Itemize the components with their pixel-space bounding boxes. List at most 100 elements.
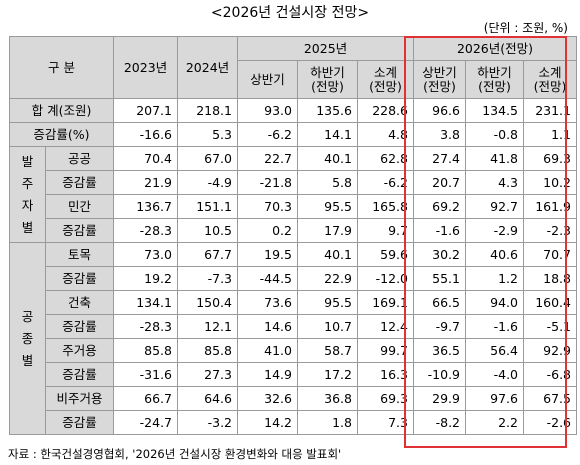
table-cell: 0.2 — [237, 218, 298, 243]
table-cell: 169.1 — [357, 290, 414, 315]
table-cell: 7.3 — [357, 410, 414, 435]
table-cell: 17.2 — [297, 362, 358, 387]
row-label: 민간 — [45, 194, 114, 219]
row-label: 주거용 — [45, 338, 114, 363]
table-cell: -2.3 — [523, 218, 577, 243]
table-row: 주거용 85.8 85.8 41.0 58.7 99.7 36.5 56.4 92.9 — [10, 338, 577, 363]
table-cell: 5.8 — [297, 170, 358, 195]
table-cell: 41.8 — [465, 146, 524, 171]
row-label: 합 계(조원) — [9, 98, 114, 123]
table-row: 증감률 -28.3 12.1 14.6 10.7 12.4 -9.7 -1.6 -5.1 — [10, 314, 577, 339]
table-cell: -5.1 — [523, 314, 577, 339]
table-cell: 40.1 — [297, 146, 358, 171]
table-cell: 73.0 — [113, 242, 178, 267]
table-cell: 36.8 — [297, 386, 358, 411]
header-2026-h1-l1: 상반기 — [422, 64, 457, 80]
table-cell: 41.0 — [237, 338, 298, 363]
unit-note: (단위 : 조원, %) — [483, 21, 568, 35]
row-label: 건축 — [45, 290, 114, 315]
table-cell: 151.1 — [177, 194, 238, 219]
table-cell: 59.6 — [357, 242, 414, 267]
header-2025-total: 소계 (전망) — [357, 60, 414, 99]
table-cell: -6.2 — [237, 122, 298, 147]
header-2026-h2: 하반기 (전망) — [465, 60, 524, 99]
source-note: 자료 : 한국건설경영협회, '2026년 건설시장 환경변화와 대응 발표회' — [8, 447, 342, 461]
table-cell: 95.5 — [297, 290, 358, 315]
table-cell: 69.2 — [413, 194, 466, 219]
header-2025-h2: 하반기 (전망) — [297, 60, 358, 99]
table-cell: 66.7 — [113, 386, 178, 411]
table-cell: 4.8 — [357, 122, 414, 147]
table-cell: 32.6 — [237, 386, 298, 411]
row-label: 증감률 — [45, 266, 114, 291]
table-cell: 134.1 — [113, 290, 178, 315]
table-cell: 17.9 — [297, 218, 358, 243]
group-label-order: 발주자별 — [9, 146, 46, 243]
table-cell: 19.5 — [237, 242, 298, 267]
table-cell: 16.3 — [357, 362, 414, 387]
table-cell: 70.7 — [523, 242, 577, 267]
row-label: 증감률 — [45, 410, 114, 435]
table-cell: 69.3 — [523, 146, 577, 171]
header-2025-h2-l2: (전망) — [311, 78, 344, 94]
table-cell: 165.8 — [357, 194, 414, 219]
table-cell: 97.6 — [465, 386, 524, 411]
table-cell: -0.8 — [465, 122, 524, 147]
table-row: 공종별 토목 73.0 67.7 19.5 40.1 59.6 30.2 40.6 70.7 — [9, 242, 577, 435]
table-cell: 30.2 — [413, 242, 466, 267]
table-cell: 3.8 — [413, 122, 466, 147]
table-cell: -2.6 — [523, 410, 577, 435]
header-2025-h1: 상반기 — [237, 60, 298, 99]
table-cell: 1.8 — [297, 410, 358, 435]
table-cell: -31.6 — [113, 362, 178, 387]
table-cell: 5.3 — [177, 122, 238, 147]
table-cell: 67.5 — [523, 386, 577, 411]
table-cell: 10.2 — [523, 170, 577, 195]
table-cell: 14.6 — [237, 314, 298, 339]
table-cell: 62.8 — [357, 146, 414, 171]
header-row-2: 상반기 하반기 (전망) 소계 (전망) 상반기 (전망) 하반기 (전망) 소… — [10, 60, 577, 99]
table-cell: 70.3 — [237, 194, 298, 219]
header-category: 구 분 — [9, 36, 114, 99]
table-cell: 36.5 — [413, 338, 466, 363]
table-cell: -4.9 — [177, 170, 238, 195]
table-cell: 99.7 — [357, 338, 414, 363]
table-cell: -3.2 — [177, 410, 238, 435]
table-cell: -24.7 — [113, 410, 178, 435]
table-cell: -1.6 — [413, 218, 466, 243]
table-cell: 64.6 — [177, 386, 238, 411]
table-cell: 93.0 — [237, 98, 298, 123]
row-label: 공공 — [45, 146, 114, 171]
group-label-text: 공종별 — [21, 308, 34, 368]
table-cell: 22.7 — [237, 146, 298, 171]
table-row: 발주자별 공공 70.4 67.0 22.7 40.1 62.8 27.4 41.8 69.3 — [9, 146, 577, 243]
table-cell: 231.1 — [523, 98, 577, 123]
header-2026-h2-l2: (전망) — [478, 78, 511, 94]
table-cell: 67.0 — [177, 146, 238, 171]
table-cell: 4.3 — [465, 170, 524, 195]
table-cell: -28.3 — [113, 218, 178, 243]
table-cell: -9.7 — [413, 314, 466, 339]
table-row: 증감률 -31.6 27.3 14.9 17.2 16.3 -10.9 -4.0 -6.8 — [10, 362, 577, 387]
header-2025-total-l2: (전망) — [369, 78, 402, 94]
header-2026-h1-l2: (전망) — [423, 78, 456, 94]
table-cell: -16.6 — [113, 122, 178, 147]
header-2026-total: 소계 (전망) — [523, 60, 577, 99]
table-cell: 161.9 — [523, 194, 577, 219]
table-cell: 22.9 — [297, 266, 358, 291]
table-row: 민간 136.7 151.1 70.3 95.5 165.8 69.2 92.7 161.9 — [10, 194, 577, 219]
table-cell: 85.8 — [177, 338, 238, 363]
table-cell: 150.4 — [177, 290, 238, 315]
table-cell: 70.4 — [113, 146, 178, 171]
table-row: 건축 134.1 150.4 73.6 95.5 169.1 66.5 94.0 160.4 — [10, 290, 577, 315]
table-row: 증감률 21.9 -4.9 -21.8 5.8 -6.2 20.7 4.3 10.2 — [10, 170, 577, 195]
table-row: 증감률(%) -16.6 5.3 -6.2 14.1 4.8 3.8 -0.8 1.1 — [9, 122, 577, 147]
header-2025-total-l1: 소계 — [373, 64, 397, 80]
header-2025-h2-l1: 하반기 — [310, 64, 345, 80]
table-cell: 134.5 — [465, 98, 524, 123]
table-cell: 14.1 — [297, 122, 358, 147]
table-cell: 10.5 — [177, 218, 238, 243]
table-cell: -7.3 — [177, 266, 238, 291]
table-cell: -12.0 — [357, 266, 414, 291]
header-2026-total-l1: 소계 — [538, 64, 562, 80]
